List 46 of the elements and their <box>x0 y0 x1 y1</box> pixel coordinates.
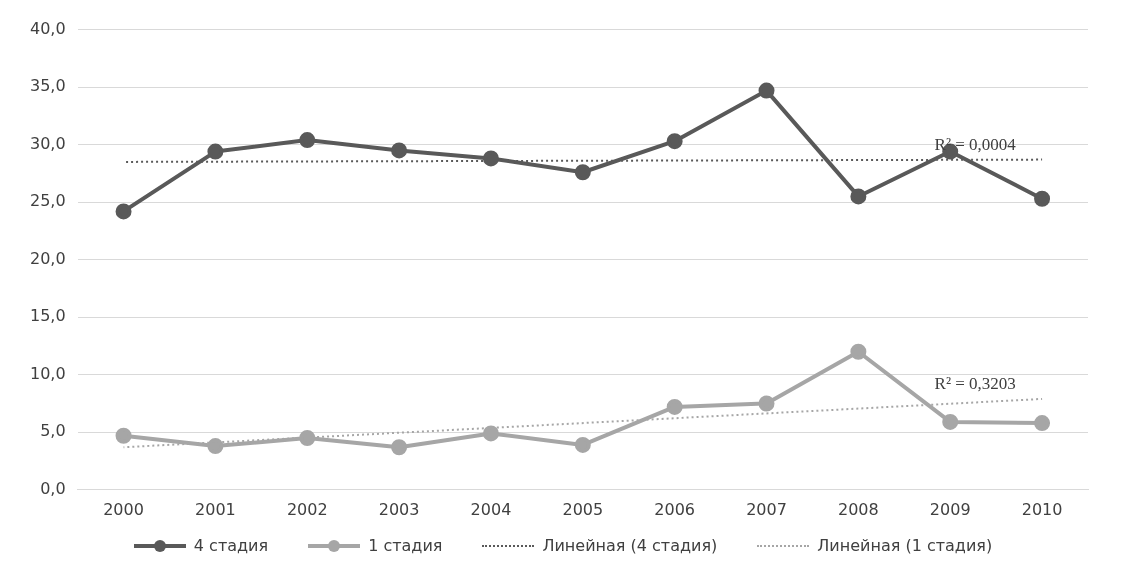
y-tick-label: 30,0 <box>30 133 66 153</box>
y-tick-label: 25,0 <box>30 191 66 211</box>
point <box>115 203 132 220</box>
point <box>666 398 683 415</box>
legend-label: Линейная (4 стадия) <box>542 536 718 555</box>
x-tick-label: 2001 <box>195 499 236 519</box>
point <box>1034 190 1051 207</box>
point <box>942 413 959 430</box>
annotation: R² = 0,3203 <box>934 373 1016 393</box>
point <box>758 82 775 99</box>
x-tick-label: 2000 <box>103 499 144 519</box>
point <box>758 395 775 412</box>
y-tick-label: 0,0 <box>40 478 66 498</box>
point <box>299 430 316 447</box>
point <box>391 142 408 159</box>
point <box>299 132 316 149</box>
legend-label: 1 стадия <box>368 536 443 555</box>
point <box>574 164 591 181</box>
point <box>207 143 224 160</box>
y-tick-label: 5,0 <box>40 421 66 441</box>
y-tick-label: 15,0 <box>30 306 66 326</box>
point <box>850 343 867 360</box>
x-tick-label: 2002 <box>286 499 328 519</box>
x-tick-label: 2008 <box>838 499 879 519</box>
y-tick-label: 20,0 <box>30 248 66 268</box>
point <box>482 425 499 442</box>
point <box>1034 415 1051 432</box>
x-tick-label: 2010 <box>1021 499 1063 519</box>
point <box>482 150 499 167</box>
y-tick-label: 40,0 <box>30 18 66 38</box>
point <box>850 188 867 205</box>
x-tick-label: 2003 <box>378 499 420 519</box>
point <box>574 436 591 453</box>
x-tick-label: 2006 <box>654 499 696 519</box>
x-tick-label: 2005 <box>562 499 604 519</box>
x-tick-label: 2004 <box>470 499 512 519</box>
x-tick-label: 2007 <box>746 499 787 519</box>
point <box>207 438 224 455</box>
y-tick-label: 35,0 <box>30 76 66 96</box>
point <box>391 439 408 456</box>
legend-label: 4 стадия <box>193 536 269 555</box>
x-tick-label: 2009 <box>929 499 971 519</box>
point <box>666 133 683 150</box>
legend-label: Линейная (1 стадия) <box>817 536 993 555</box>
y-tick-label: 10,0 <box>30 363 66 383</box>
point <box>115 427 132 444</box>
